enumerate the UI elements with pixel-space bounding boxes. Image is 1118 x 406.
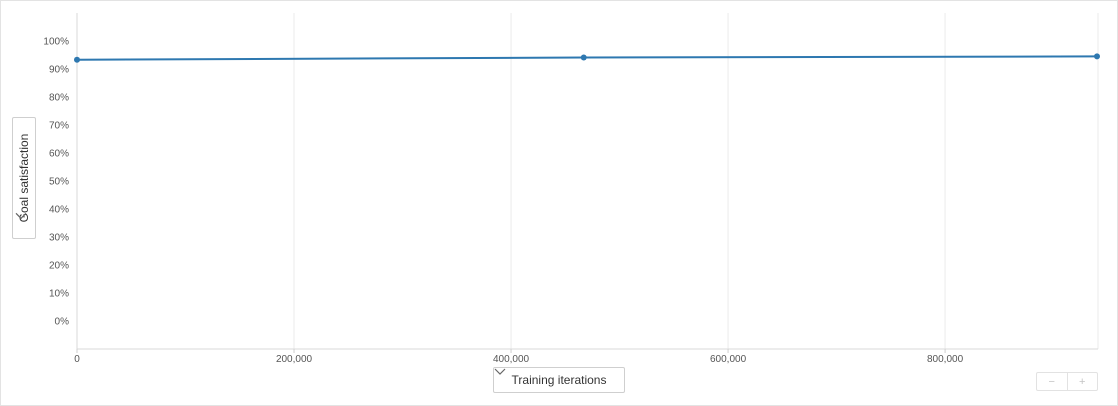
y-tick-label: 80% <box>49 93 69 104</box>
y-tick-label: 20% <box>49 261 69 272</box>
y-tick-label: 100% <box>43 37 69 48</box>
series-line <box>76 55 1098 61</box>
y-tick-label: 10% <box>49 289 69 300</box>
series <box>74 53 1100 63</box>
chevron-right-icon <box>15 212 27 220</box>
y-axis-metric-selector[interactable]: Goal satisfaction <box>12 117 36 239</box>
data-point[interactable] <box>1094 53 1100 60</box>
y-tick-label: 0% <box>55 317 70 328</box>
y-tick-label: 50% <box>49 177 69 188</box>
x-tick-label: 800,000 <box>927 354 964 365</box>
zoom-in-button[interactable]: + <box>1066 373 1098 390</box>
x-axis-label: Training iterations <box>511 373 607 387</box>
y-tick-label: 70% <box>49 121 69 132</box>
x-tick-label: 0 <box>74 354 80 365</box>
x-tick-label: 400,000 <box>493 354 530 365</box>
y-tick-label: 30% <box>49 233 69 244</box>
y-axis-label: Goal satisfaction <box>17 133 31 223</box>
x-axis-metric-selector[interactable]: Training iterations <box>493 367 625 393</box>
data-point[interactable] <box>580 54 587 61</box>
y-tick-label: 40% <box>49 205 69 216</box>
minus-icon: − <box>1048 375 1055 388</box>
x-tick-label: 200,000 <box>276 354 313 365</box>
zoom-out-button[interactable]: − <box>1037 373 1067 390</box>
y-tick-label: 90% <box>49 65 69 76</box>
x-tick-labels: 0 200,000 400,000 600,000 800,000 <box>74 354 963 365</box>
chevron-down-icon <box>494 368 506 375</box>
axes <box>76 13 1098 353</box>
x-tick-label: 600,000 <box>710 354 747 365</box>
data-point[interactable] <box>74 56 80 63</box>
grid-lines <box>293 13 1099 349</box>
zoom-controls: − + <box>1036 372 1098 391</box>
y-tick-label: 60% <box>49 149 69 160</box>
plus-icon: + <box>1079 375 1086 388</box>
y-tick-labels: 0% 10% 20% 30% 40% 50% 60% 70% 80% 90% 100% <box>43 37 69 328</box>
